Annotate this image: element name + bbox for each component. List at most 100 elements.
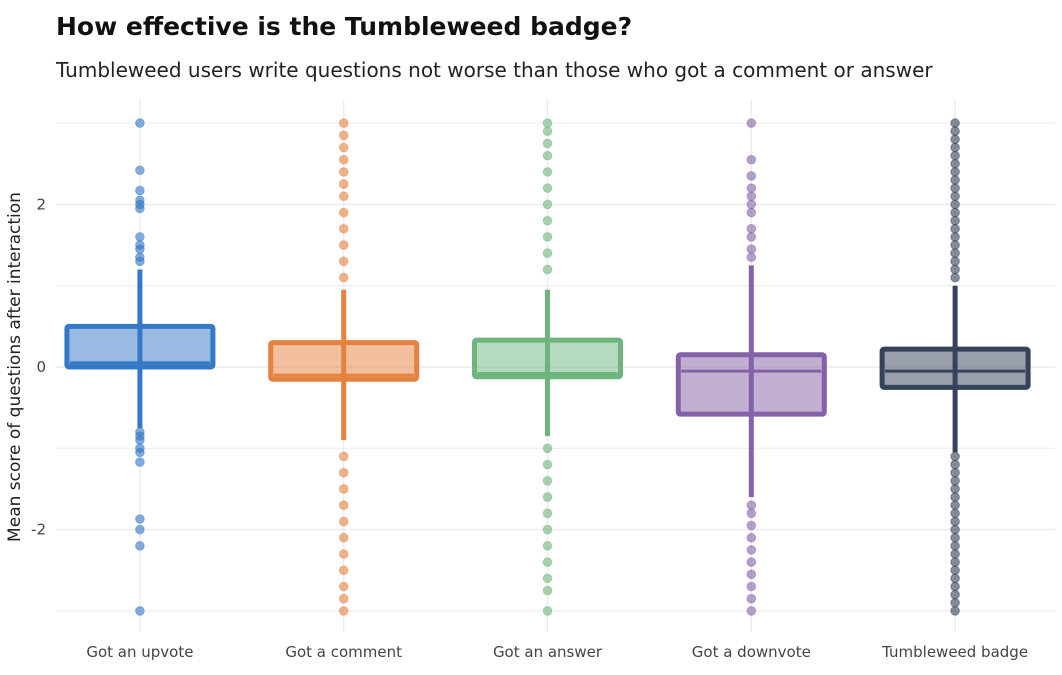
outlier-point: [746, 606, 757, 616]
y-tick-label: -2: [31, 521, 46, 539]
outlier-point: [542, 138, 553, 149]
box-group-3: [472, 118, 623, 616]
outlier-point: [950, 508, 960, 519]
outlier-point: [950, 565, 960, 576]
outlier-point: [135, 447, 145, 458]
outlier-point: [950, 492, 960, 502]
outlier-point: [950, 541, 960, 551]
outlier-point: [950, 256, 960, 267]
outlier-point: [950, 215, 960, 226]
outlier-point: [135, 256, 145, 267]
outlier-point: [950, 459, 960, 470]
outlier-point: [950, 573, 960, 584]
outlier-point: [542, 232, 553, 242]
outlier-point: [542, 126, 553, 137]
outlier-point: [135, 244, 145, 254]
outlier-point: [542, 524, 553, 535]
outlier-point: [950, 126, 960, 137]
outlier-point: [746, 232, 757, 242]
outlier-point: [135, 606, 145, 616]
outlier-point: [746, 520, 757, 531]
outlier-point: [338, 191, 349, 202]
outlier-point: [135, 435, 145, 445]
x-tick-label: Got a downvote: [692, 643, 811, 661]
outlier-point: [950, 589, 960, 600]
outlier-point: [135, 524, 145, 535]
outlier-point: [950, 524, 960, 535]
outlier-point: [746, 118, 757, 128]
outlier-point: [950, 175, 960, 185]
outlier-point: [542, 248, 553, 258]
outlier-point: [950, 581, 960, 592]
outlier-point: [746, 532, 757, 543]
box-iqr: [675, 352, 827, 417]
outlier-point: [338, 207, 349, 218]
outlier-point: [950, 476, 960, 486]
outlier-point: [950, 272, 960, 283]
outlier-point: [950, 207, 960, 218]
outlier-point: [746, 569, 757, 580]
outlier-point: [950, 484, 960, 494]
outlier-point: [542, 573, 553, 584]
outlier-point: [950, 248, 960, 258]
outlier-point: [950, 451, 960, 462]
box-iqr: [64, 323, 216, 370]
outlier-point: [338, 532, 349, 543]
y-tick-labels: -2 0 2: [31, 195, 46, 538]
outlier-point: [338, 130, 349, 141]
outlier-point: [950, 142, 960, 153]
box-group-4: [675, 118, 827, 616]
outlier-point: [542, 459, 553, 470]
outlier-point: [135, 457, 145, 467]
outlier-point: [746, 171, 757, 181]
outlier-point: [338, 565, 349, 576]
outlier-point: [746, 183, 757, 193]
outlier-point: [746, 581, 757, 592]
outlier-point: [746, 557, 757, 567]
outlier-point: [950, 557, 960, 567]
outlier-point: [338, 593, 349, 604]
outlier-point: [950, 597, 960, 608]
outlier-point: [950, 240, 960, 250]
outlier-point: [542, 199, 553, 210]
chart-subtitle: Tumbleweed users write questions not wor…: [56, 58, 933, 82]
outlier-point: [950, 516, 960, 527]
outlier-point: [135, 165, 145, 176]
outlier-point: [338, 467, 349, 478]
outlier-point: [135, 185, 145, 196]
outlier-point: [542, 150, 553, 161]
outlier-point: [950, 532, 960, 543]
box-group-5: [879, 118, 1031, 616]
outlier-point: [338, 179, 349, 189]
outlier-point: [542, 492, 553, 502]
outlier-point: [746, 223, 757, 234]
outlier-point: [950, 183, 960, 193]
outlier-point: [135, 118, 145, 128]
outlier-point: [338, 154, 349, 165]
box-iqr: [268, 340, 420, 382]
outlier-point: [542, 541, 553, 551]
box-group-1: [64, 118, 216, 616]
outlier-point: [338, 167, 349, 177]
outlier-point: [950, 167, 960, 177]
outlier-point: [746, 252, 757, 263]
outlier-point: [950, 158, 960, 169]
outlier-point: [135, 514, 145, 524]
box-group-2: [268, 118, 420, 616]
outlier-point: [950, 150, 960, 161]
outlier-point: [542, 585, 553, 596]
outlier-point: [542, 118, 553, 128]
outlier-point: [950, 264, 960, 275]
outlier-point: [135, 541, 145, 551]
x-tick-label: Tumbleweed badge: [881, 643, 1028, 661]
outlier-point: [338, 272, 349, 283]
outlier-point: [542, 183, 553, 193]
outlier-point: [746, 244, 757, 254]
outlier-point: [950, 199, 960, 210]
outlier-point: [338, 606, 349, 616]
outlier-point: [338, 142, 349, 153]
outlier-point: [950, 500, 960, 511]
outlier-point: [746, 593, 757, 604]
outlier-point: [950, 467, 960, 478]
